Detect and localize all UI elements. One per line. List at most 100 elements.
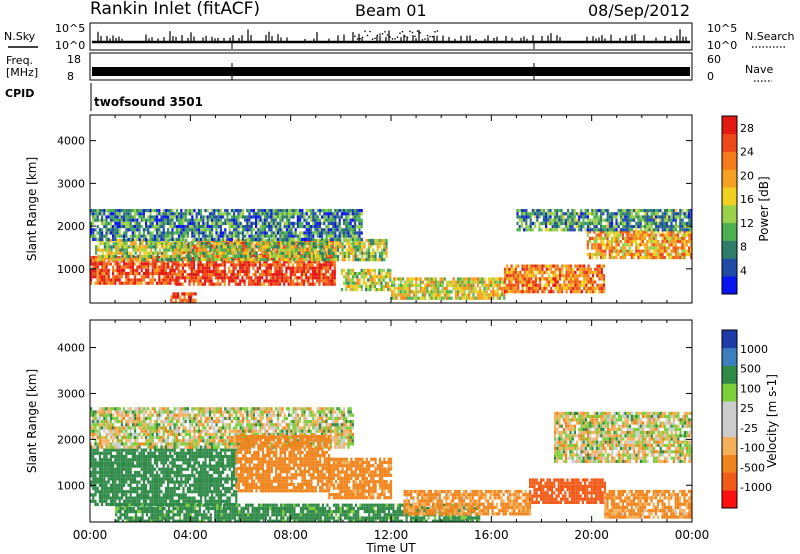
- freq-tick-high: 18: [67, 53, 81, 66]
- heatmap-cell: [496, 293, 499, 297]
- heatmap-cell: [408, 280, 411, 284]
- heatmap-cell: [180, 242, 183, 246]
- heatmap-cell: [131, 234, 134, 238]
- heatmap-cell: [550, 267, 553, 271]
- heatmap-cell: [569, 218, 572, 222]
- heatmap-cell: [233, 248, 236, 252]
- nsearch-tick-low: 10^0: [707, 39, 737, 52]
- heatmap-cell: [594, 290, 597, 294]
- heatmap-cell: [326, 251, 329, 255]
- heatmap-cell: [352, 258, 355, 262]
- heatmap-cell: [329, 282, 332, 286]
- heatmap-cell: [323, 258, 326, 262]
- heatmap-cell: [266, 238, 269, 243]
- heatmap-cell: [306, 258, 309, 262]
- heatmap-cell: [134, 272, 137, 276]
- heatmap-cell: [145, 221, 148, 225]
- heatmap-cell: [608, 243, 611, 247]
- heatmap-cell: [599, 256, 603, 260]
- heatmap-cell: [118, 275, 121, 279]
- heatmap-cell: [257, 221, 260, 225]
- heatmap-cell: [381, 242, 384, 246]
- heatmap-cell: [358, 272, 361, 276]
- heatmap-cell: [347, 272, 350, 276]
- heatmap-cell: [96, 212, 99, 216]
- heatmap-cell: [309, 282, 312, 286]
- heatmap-cell: [186, 231, 189, 235]
- heatmap-cell: [154, 242, 157, 246]
- heatmap-cell: [311, 279, 314, 283]
- heatmap-cell: [622, 218, 625, 222]
- heatmap-cell: [182, 215, 185, 219]
- heatmap-cell: [512, 290, 515, 294]
- heatmap-cell: [224, 228, 227, 232]
- colorbar-segment: [722, 205, 737, 224]
- heatmap-cell: [107, 237, 110, 241]
- heatmap-cell: [448, 296, 451, 300]
- heatmap-cell: [381, 248, 384, 252]
- heatmap-cell: [145, 237, 148, 241]
- heatmap-cell: [248, 212, 251, 216]
- heatmap-cell: [615, 246, 618, 250]
- heatmap-cell: [494, 290, 497, 294]
- heatmap-cell: [147, 215, 150, 219]
- heatmap-cell: [575, 225, 578, 229]
- heatmap-cell: [586, 218, 589, 222]
- heatmap-cell: [374, 258, 377, 262]
- heatmap-cell: [276, 276, 279, 280]
- heatmap-cell: [227, 245, 230, 249]
- heatmap-cell: [624, 212, 627, 216]
- heatmap-cell: [672, 240, 675, 244]
- heatmap-cell: [654, 236, 658, 240]
- heatmap-cell: [213, 215, 216, 219]
- heatmap-cell: [624, 243, 627, 247]
- heatmap-cell: [158, 209, 161, 213]
- heatmap-cell: [96, 490, 99, 494]
- heatmap-cell: [95, 251, 98, 255]
- heatmap-cell: [358, 237, 361, 241]
- heatmap-cell: [326, 248, 329, 252]
- heatmap-cell: [332, 237, 335, 241]
- heatmap-cell: [554, 277, 557, 281]
- heatmap-cell: [261, 218, 264, 222]
- heatmap-cell: [578, 286, 581, 291]
- heatmap-cell: [114, 470, 117, 475]
- heatmap-cell: [299, 234, 302, 238]
- heatmap-cell: [583, 280, 586, 284]
- heatmap-cell: [310, 215, 313, 219]
- heatmap-cell: [345, 221, 348, 225]
- heatmap-cell: [584, 228, 587, 232]
- heatmap-cell: [604, 225, 607, 229]
- heatmap-cell: [235, 234, 238, 238]
- heatmap-cell: [200, 245, 203, 249]
- heatmap-cell: [334, 245, 337, 249]
- heatmap-cell: [586, 209, 589, 213]
- heatmap-cell: [345, 212, 348, 216]
- heatmap-cell: [283, 279, 286, 283]
- heatmap-cell: [223, 279, 226, 283]
- nsearch-dot: [374, 37, 376, 40]
- heatmap-cell: [347, 225, 350, 229]
- heatmap-cell: [309, 266, 312, 270]
- heatmap-cell: [308, 245, 311, 249]
- heatmap-cell: [670, 243, 673, 247]
- heatmap-cell: [474, 296, 477, 300]
- heatmap-cell: [347, 228, 350, 232]
- heatmap-cell: [529, 221, 532, 225]
- heatmap-cell: [268, 228, 271, 232]
- heatmap-cell: [176, 258, 179, 262]
- heatmap-cell: [116, 448, 119, 452]
- heatmap-cell: [145, 268, 148, 272]
- heatmap-cell: [330, 248, 333, 252]
- heatmap-cell: [318, 221, 321, 225]
- nsearch-dot: [416, 30, 419, 32]
- heatmap-cell: [263, 234, 266, 238]
- heatmap-cell: [90, 474, 93, 478]
- heatmap-cell: [136, 278, 139, 282]
- heatmap-cell: [501, 280, 504, 284]
- heatmap-cell: [185, 238, 188, 243]
- heatmap-cell: [621, 233, 625, 237]
- heatmap-cell: [331, 276, 334, 280]
- heatmap-cell: [259, 234, 262, 238]
- heatmap-cell: [109, 502, 112, 507]
